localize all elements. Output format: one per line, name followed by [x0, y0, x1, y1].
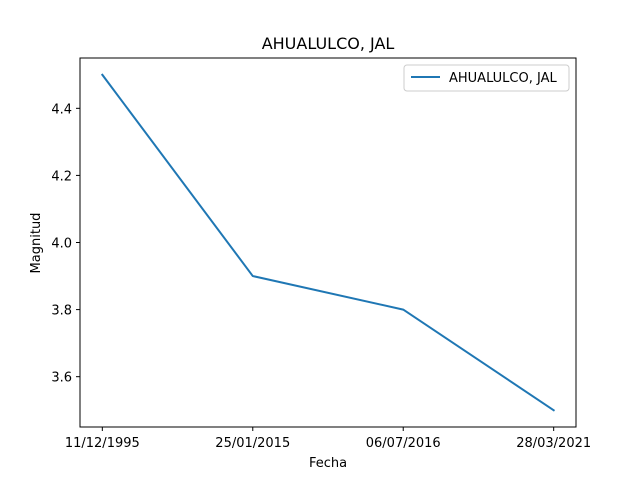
- x-tick-label: 25/01/2015: [215, 436, 290, 451]
- series-line: [100, 73, 556, 412]
- legend: AHUALULCO, JAL: [403, 64, 570, 92]
- y-axis-label: Magnitud: [29, 213, 44, 274]
- x-axis-label: Fecha: [309, 456, 347, 471]
- y-tick-label: 4.2: [51, 169, 72, 184]
- plot-area-frame: [79, 57, 577, 428]
- x-tick-label: 06/07/2016: [366, 436, 441, 451]
- x-tick-label: 28/03/2021: [516, 436, 591, 451]
- x-tick-label: 11/12/1995: [65, 436, 140, 451]
- y-axis: 3.6 3.8 4.0 4.2 4.4: [51, 102, 80, 386]
- series-layer: [100, 73, 556, 412]
- legend-box: [403, 64, 570, 92]
- y-tick-label: 4.0: [51, 237, 72, 252]
- y-tick-label: 3.6: [51, 371, 72, 386]
- chart-title: AHUALULCO, JAL: [262, 34, 395, 53]
- y-tick-label: 4.4: [51, 102, 72, 117]
- y-tick-label: 3.8: [51, 304, 72, 319]
- legend-entry-label: AHUALULCO, JAL: [449, 71, 558, 86]
- x-axis: 11/12/1995 25/01/2015 06/07/2016 28/03/2021: [65, 427, 591, 451]
